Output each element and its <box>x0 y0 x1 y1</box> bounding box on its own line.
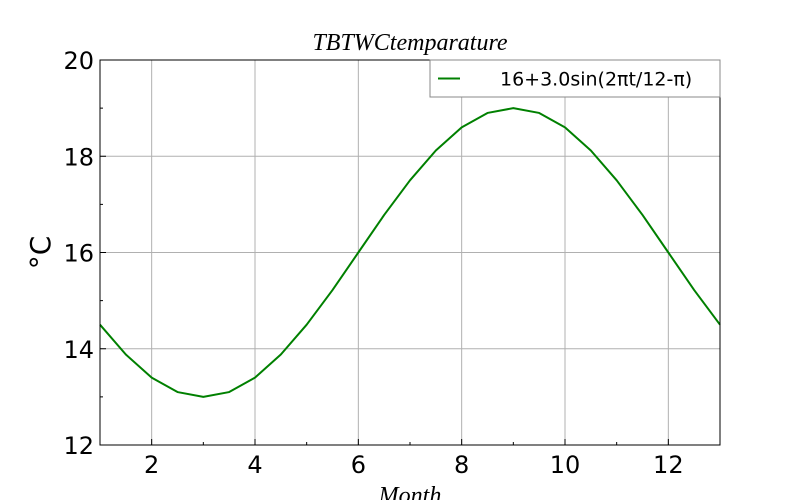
chart-title: TBTWCtemparature <box>312 30 507 56</box>
x-tick-label: 8 <box>454 451 469 479</box>
x-tick-label: 10 <box>550 451 581 479</box>
legend: 16+3.0sin(2πt/12-π) <box>429 59 721 98</box>
legend-label: 16+3.0sin(2πt/12-π) <box>500 69 692 91</box>
x-tick-label: 12 <box>653 451 684 479</box>
x-tick-label: 6 <box>351 451 366 479</box>
y-tick-label: 14 <box>63 336 94 364</box>
y-tick-label: 18 <box>63 143 94 171</box>
y-axis-label: °C <box>24 236 57 270</box>
legend-box <box>429 59 721 98</box>
series-line <box>99 107 721 398</box>
series-layer <box>99 107 721 398</box>
y-tick-label: 20 <box>63 47 94 75</box>
x-tick-label: 4 <box>247 451 262 479</box>
ticks: 2 4 6 8 10 12 12 14 16 18 20 <box>63 47 721 479</box>
x-axis-label: Month <box>378 483 442 500</box>
grid <box>100 59 720 446</box>
x-tick-label: 2 <box>144 451 159 479</box>
y-tick-label: 12 <box>63 432 94 460</box>
y-tick-label: 16 <box>63 240 94 268</box>
